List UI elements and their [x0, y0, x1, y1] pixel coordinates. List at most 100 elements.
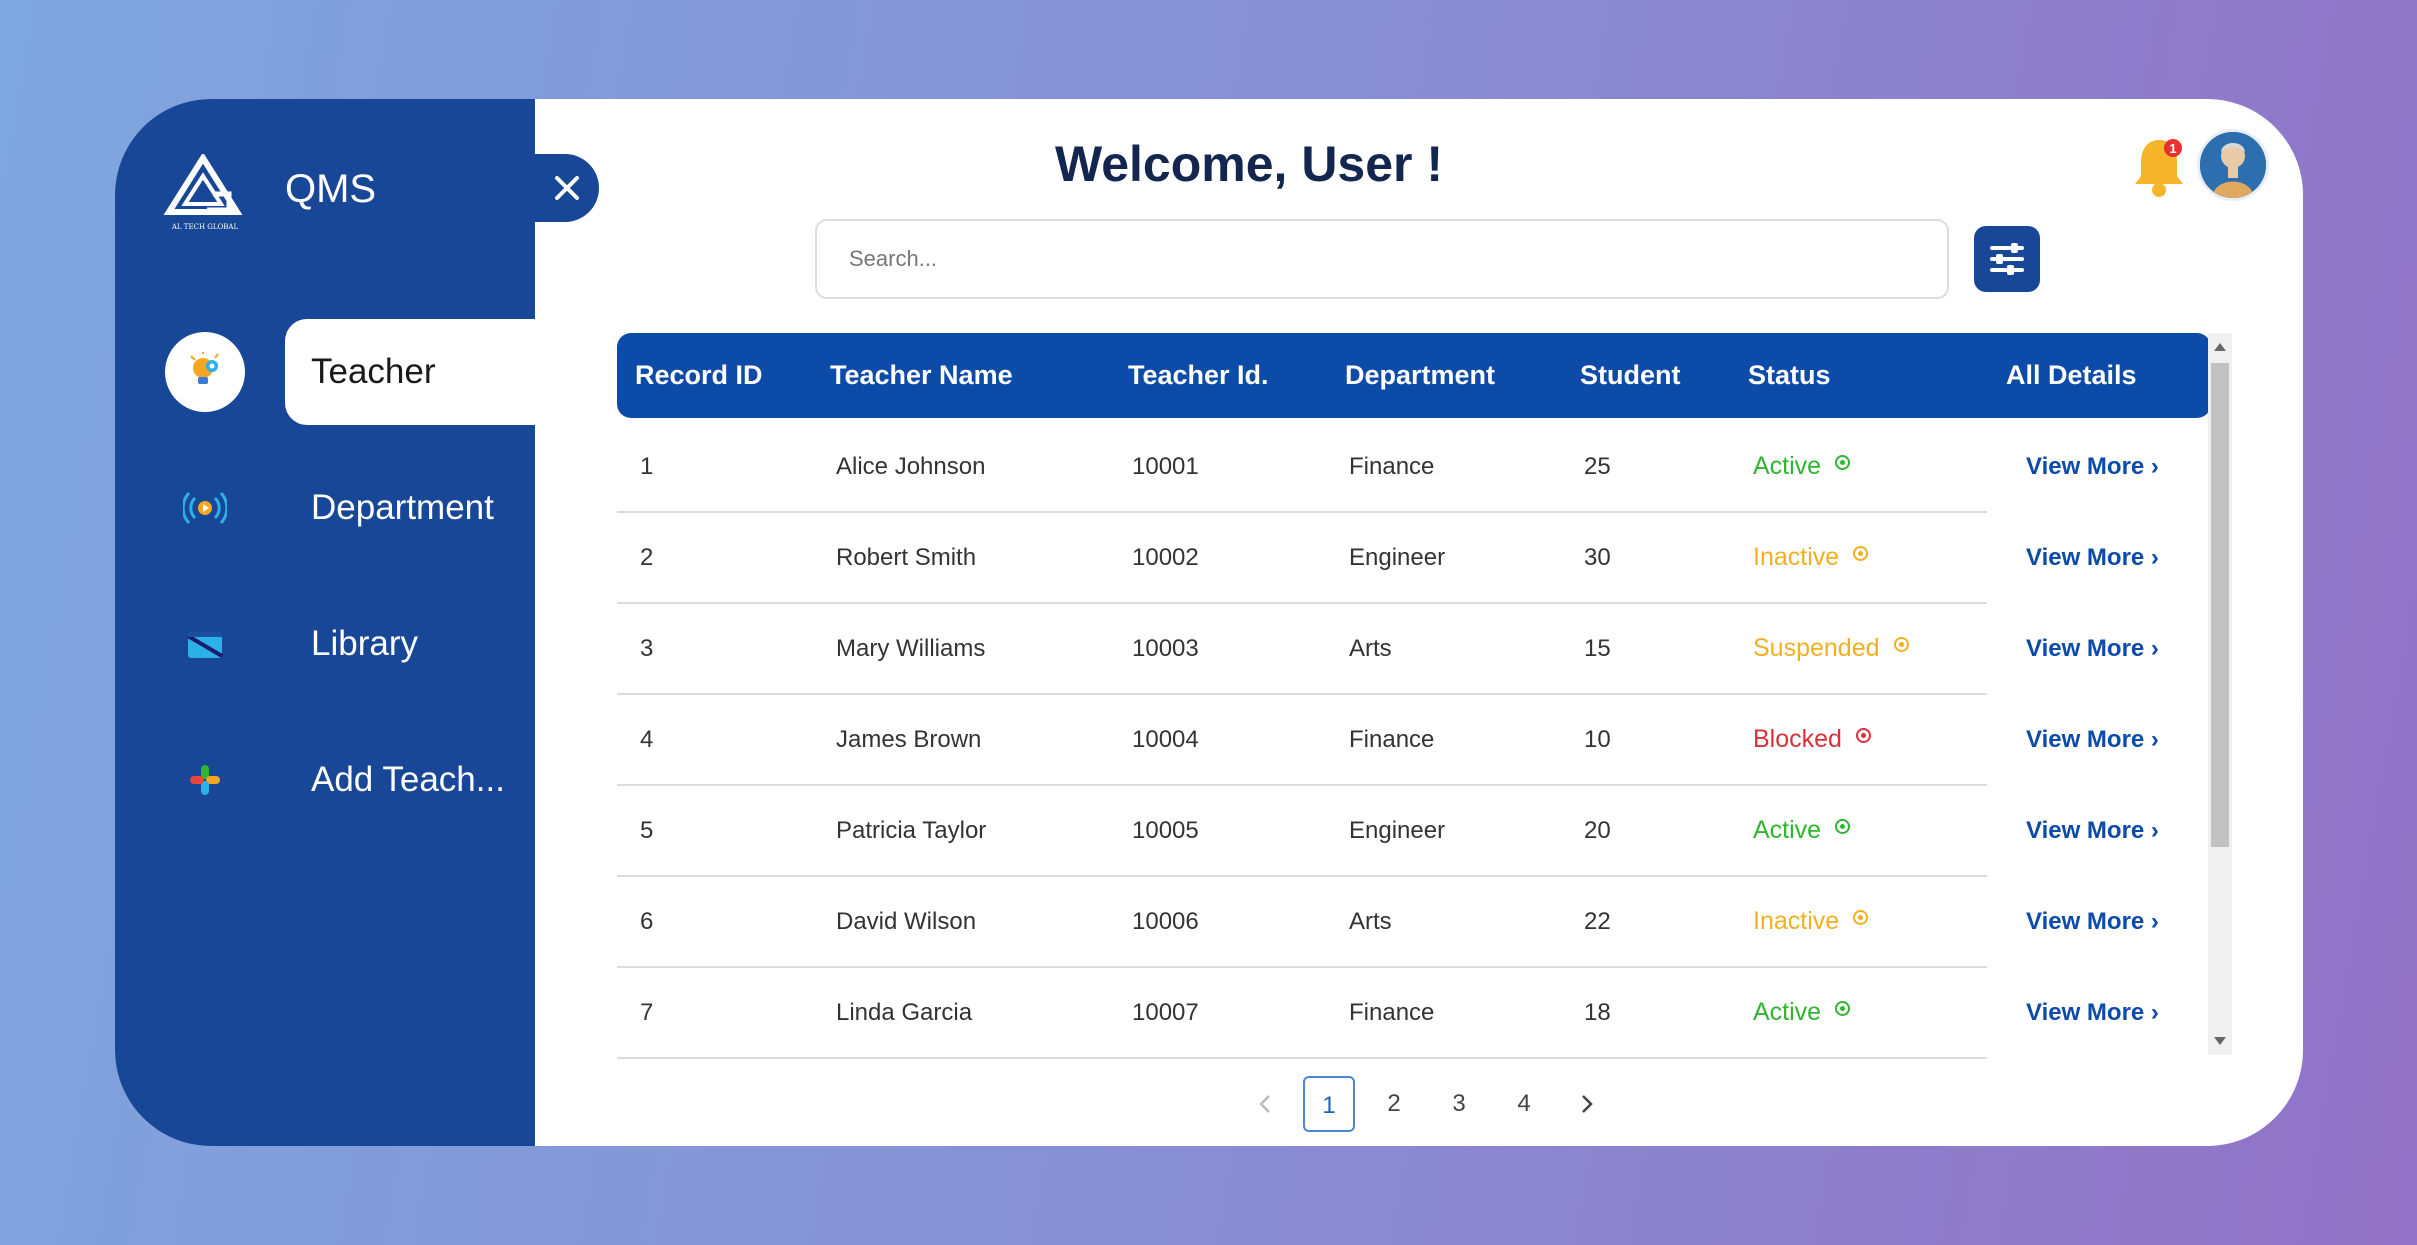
teacher-name-cell: Mary Williams	[836, 635, 986, 662]
teacher-id-cell: 10006	[1132, 908, 1199, 935]
status-label: Active	[1753, 998, 1822, 1026]
prev-page-button[interactable]	[1245, 1076, 1285, 1132]
record-id-cell: 2	[640, 544, 654, 571]
table-row: 7 Linda Garcia 10007 Finance 18 Active V…	[617, 968, 2211, 1059]
plus-icon	[165, 740, 245, 820]
sliders-icon	[1990, 243, 2024, 275]
page-button-2[interactable]: 2	[1387, 1090, 1401, 1117]
column-header-department[interactable]: Department	[1345, 360, 1496, 390]
student-count-cell: 18	[1584, 999, 1611, 1026]
student-count-cell: 22	[1584, 908, 1611, 935]
column-header-teacher-name[interactable]: Teacher Name	[830, 360, 1013, 390]
status-label: Active	[1753, 452, 1822, 480]
department-cell: Engineer	[1349, 544, 1446, 571]
scroll-up-icon[interactable]	[2214, 343, 2226, 351]
student-count-cell: 10	[1584, 726, 1611, 753]
table-row: 5 Patricia Taylor 10005 Engineer 20 Acti…	[617, 786, 2211, 877]
view-more-link[interactable]: View More ›	[2026, 726, 2159, 753]
broadcast-icon	[165, 468, 245, 548]
next-page-button[interactable]	[1567, 1076, 1607, 1132]
view-more-link[interactable]: View More ›	[2026, 817, 2159, 844]
table-row: 1 Alice Johnson 10001 Finance 25 Active …	[617, 422, 2211, 513]
user-avatar-icon	[2200, 132, 2266, 198]
sidebar-item-label: Department	[311, 488, 494, 527]
lightbulb-gear-icon	[165, 332, 245, 412]
svg-text:AL TECH GLOBAL: AL TECH GLOBAL	[171, 223, 239, 231]
sidebar-item-library[interactable]: Library	[115, 591, 535, 697]
page-button-3[interactable]: 3	[1452, 1090, 1466, 1117]
scroll-down-icon[interactable]	[2214, 1037, 2226, 1045]
teacher-name-cell: Patricia Taylor	[836, 817, 987, 844]
column-header-teacher-id[interactable]: Teacher Id.	[1128, 360, 1269, 390]
logo: AL TECH GLOBAL	[163, 152, 247, 234]
status-dot-icon	[1893, 637, 1909, 652]
app-name: QMS	[285, 167, 377, 211]
student-count-cell: 15	[1584, 635, 1611, 662]
view-more-link[interactable]: View More ›	[2026, 908, 2159, 935]
record-id-cell: 7	[640, 999, 654, 1026]
row-divider	[617, 602, 1987, 604]
status-badge: Inactive	[1753, 513, 1869, 602]
status-dot-icon	[1855, 728, 1871, 743]
row-divider	[617, 511, 1987, 513]
student-count-cell: 30	[1584, 544, 1611, 571]
table-row: 6 David Wilson 10006 Arts 22 Inactive Vi…	[617, 877, 2211, 968]
row-divider	[617, 875, 1987, 877]
status-label: Active	[1753, 816, 1822, 844]
scroll-thumb[interactable]	[2211, 363, 2229, 847]
column-header-status[interactable]: Status	[1748, 360, 1831, 390]
view-more-link[interactable]: View More ›	[2026, 453, 2159, 480]
teacher-name-cell: Linda Garcia	[836, 999, 973, 1026]
search-input[interactable]	[815, 219, 1949, 299]
teacher-name-cell: David Wilson	[836, 908, 977, 935]
table-row: 2 Robert Smith 10002 Engineer 30 Inactiv…	[617, 513, 2211, 604]
book-icon	[165, 604, 245, 684]
view-more-link[interactable]: View More ›	[2026, 544, 2159, 571]
teacher-name-cell: James Brown	[836, 726, 982, 753]
record-id-cell: 5	[640, 817, 654, 844]
page-button-1[interactable]: 1	[1303, 1076, 1355, 1132]
page-button-4[interactable]: 4	[1517, 1090, 1531, 1117]
page-title: Welcome, User !	[1054, 136, 1444, 192]
table-header: Record ID Teacher Name Teacher Id. Depar…	[617, 333, 2211, 418]
record-id-cell: 6	[640, 908, 654, 935]
status-dot-icon	[1835, 1001, 1851, 1016]
sidebar-item-department[interactable]: Department	[115, 455, 535, 561]
status-badge: Active	[1753, 422, 1851, 511]
record-id-cell: 4	[640, 726, 654, 753]
bell-icon: 1	[2135, 139, 2183, 197]
view-more-link[interactable]: View More ›	[2026, 635, 2159, 662]
filter-button[interactable]	[1974, 226, 2040, 292]
close-sidebar-button[interactable]	[535, 154, 599, 222]
column-header-student[interactable]: Student	[1580, 360, 1681, 390]
sidebar-item-label: Add Teach...	[311, 760, 505, 799]
department-cell: Finance	[1349, 726, 1435, 753]
column-header-record-id[interactable]: Record ID	[635, 360, 763, 390]
record-id-cell: 1	[640, 453, 654, 480]
chevron-left-icon	[1259, 1095, 1270, 1113]
status-label: Blocked	[1753, 725, 1842, 753]
teacher-name-cell: Alice Johnson	[836, 453, 986, 480]
table-scrollbar[interactable]	[2208, 333, 2232, 1055]
sidebar: AL TECH GLOBAL QMS Teacher	[115, 99, 535, 1146]
status-label: Inactive	[1753, 907, 1840, 935]
department-cell: Arts	[1349, 635, 1392, 662]
notification-count: 1	[2169, 141, 2176, 156]
table-row: 3 Mary Williams 10003 Arts 15 Suspended …	[617, 604, 2211, 695]
teacher-id-cell: 10003	[1132, 635, 1199, 662]
teacher-id-cell: 10007	[1132, 999, 1199, 1026]
status-label: Inactive	[1753, 543, 1840, 571]
teacher-id-cell: 10002	[1132, 544, 1199, 571]
status-dot-icon	[1835, 819, 1851, 834]
department-cell: Finance	[1349, 999, 1435, 1026]
sidebar-item-add-teacher[interactable]: Add Teach...	[115, 727, 535, 833]
sidebar-item-teacher[interactable]: Teacher	[115, 319, 535, 425]
row-divider	[617, 784, 1987, 786]
column-header-all-details[interactable]: All Details	[2006, 360, 2137, 390]
status-dot-icon	[1853, 910, 1869, 925]
view-more-link[interactable]: View More ›	[2026, 999, 2159, 1026]
notification-button[interactable]: 1	[2129, 134, 2189, 200]
status-dot-icon	[1835, 455, 1851, 470]
active-indicator	[285, 319, 535, 425]
avatar[interactable]	[2197, 129, 2269, 201]
